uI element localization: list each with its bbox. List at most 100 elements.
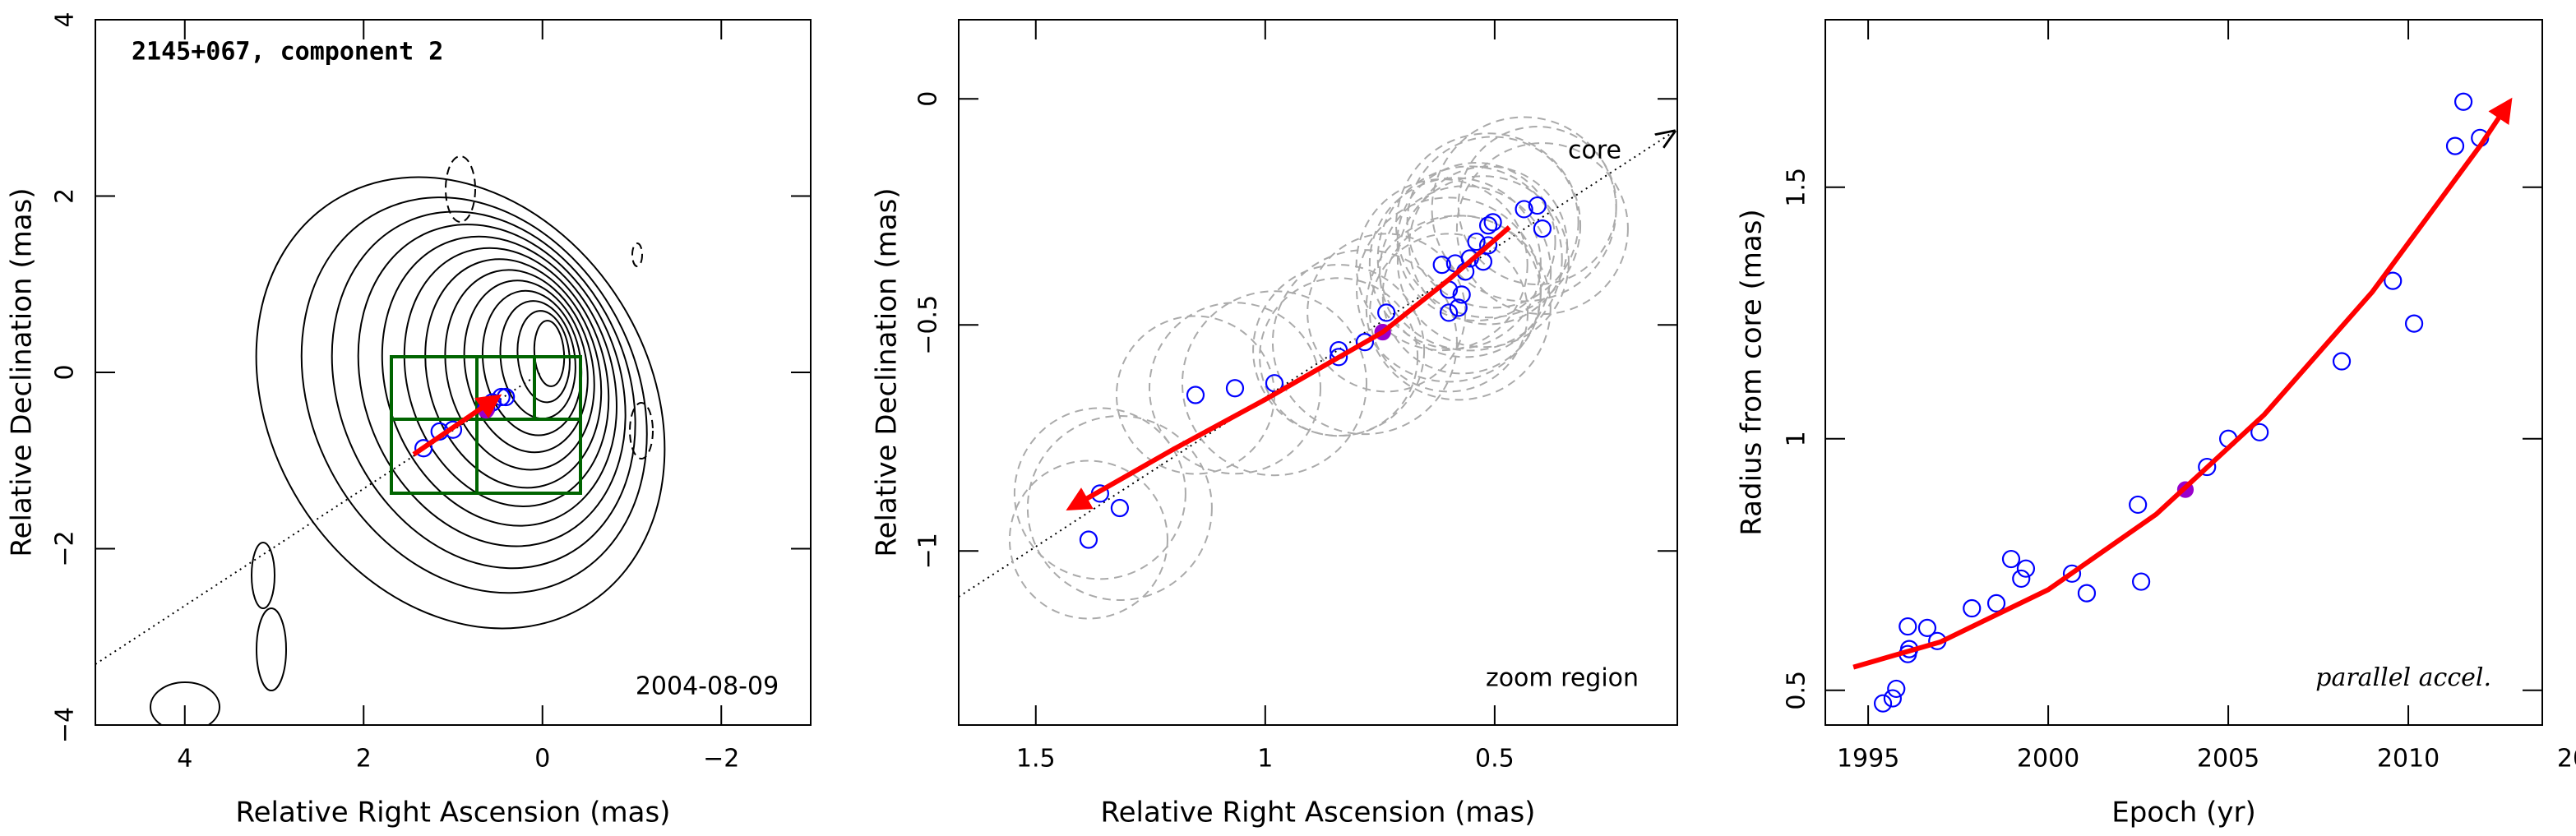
data-point <box>2384 271 2403 290</box>
annotation: core <box>1568 136 1621 165</box>
beam-circle <box>1252 264 1426 437</box>
y-axis-label: Radius from core (mas) <box>1736 209 1769 535</box>
fit-arrow <box>1852 97 2513 670</box>
data-point <box>1439 303 1459 322</box>
plot-area <box>1008 116 1629 620</box>
contour <box>516 310 571 404</box>
contour <box>357 224 627 547</box>
data-point <box>2077 584 2097 603</box>
x-tick-label: 2010 <box>2377 745 2440 774</box>
data-point <box>443 420 463 439</box>
contour <box>445 155 476 223</box>
x-axis-label: Epoch (yr) <box>2111 797 2256 829</box>
data-point <box>1533 219 1552 238</box>
data-point <box>1452 285 1471 304</box>
data-point <box>1963 598 1982 618</box>
beam-circle <box>1013 407 1186 580</box>
data-point <box>2198 457 2217 477</box>
x-tick-label: 2 <box>356 745 372 774</box>
y-axis-label: Relative Declination (mas) <box>871 187 904 557</box>
contour <box>150 681 220 725</box>
data-point <box>2012 569 2031 589</box>
data-point <box>2445 136 2465 155</box>
x-tick-label: 0 <box>534 745 550 774</box>
y-tick-label: 1 <box>1783 431 1811 446</box>
fit-arrow <box>412 394 502 457</box>
data-point <box>1483 213 1502 232</box>
data-point <box>2404 314 2424 333</box>
y-tick-label: 0 <box>51 364 80 380</box>
y-tick-label: −4 <box>51 707 80 743</box>
x-tick-label: 2000 <box>2017 745 2079 774</box>
beam-circle <box>1376 165 1563 352</box>
contour <box>403 247 610 508</box>
contour <box>631 242 643 267</box>
data-point <box>1873 694 1893 713</box>
data-point <box>1460 249 1479 268</box>
beam-circle <box>1369 233 1529 393</box>
beam-circle <box>1148 302 1321 475</box>
core-direction <box>959 132 1674 598</box>
beam-circle <box>1406 136 1579 309</box>
beam-circle <box>1181 290 1367 477</box>
data-point <box>1478 236 1498 255</box>
data-point <box>1917 618 1937 637</box>
contours <box>150 155 666 725</box>
data-point <box>1432 256 1451 275</box>
data-point <box>1377 303 1396 322</box>
contour <box>251 542 275 609</box>
data-point <box>1355 333 1375 352</box>
data-point <box>1515 200 1533 219</box>
beam-circle <box>1396 175 1570 349</box>
y-tick-label: −1 <box>914 533 943 569</box>
model-grid <box>390 355 582 495</box>
frame <box>1824 19 2543 726</box>
x-tick-label: 1995 <box>1837 745 1899 774</box>
contour <box>300 196 648 594</box>
data-point <box>2332 352 2352 371</box>
beam-circle <box>1379 185 1552 358</box>
y-tick-label: −0.5 <box>914 295 943 355</box>
x-axis-label: Relative Right Ascension (mas) <box>236 797 671 829</box>
y-tick-label: 4 <box>51 12 80 27</box>
contour <box>481 289 583 436</box>
contour <box>463 279 589 454</box>
data-point <box>2129 495 2148 515</box>
data-point <box>1186 386 1205 404</box>
data-point <box>2062 564 2082 583</box>
x-tick-label: 1.5 <box>1016 745 1056 774</box>
beam-circle <box>1455 142 1629 316</box>
data-point <box>2016 559 2036 578</box>
data-point <box>1528 196 1547 215</box>
beam-circle <box>1259 277 1419 437</box>
contour <box>424 258 603 489</box>
data-point <box>2453 92 2473 111</box>
x-tick-label: −2 <box>703 745 739 774</box>
x-tick-label: 1 <box>1257 745 1273 774</box>
x-tick-label: 2005 <box>2197 745 2259 774</box>
y-tick-label: 0 <box>914 91 943 107</box>
annotation: 2004-08-09 <box>636 672 779 701</box>
contour <box>444 269 595 471</box>
y-axis-label: Relative Declination (mas) <box>6 187 39 557</box>
data-point <box>1110 498 1129 518</box>
annotation: parallel accel. <box>2315 663 2491 692</box>
beam-circle <box>1408 165 1569 326</box>
beam-circle <box>1115 315 1275 475</box>
beam-circle <box>1381 215 1542 375</box>
beam-circle <box>1008 460 1168 620</box>
contour <box>629 402 654 460</box>
data-point <box>414 439 433 458</box>
x-axis-label: Relative Right Ascension (mas) <box>1101 797 1536 829</box>
data-point <box>1473 252 1493 271</box>
beam-circle <box>1355 178 1528 352</box>
data-point <box>2001 549 2021 569</box>
y-tick-label: −2 <box>51 530 80 566</box>
panel-title: 2145+067, component 2 <box>132 38 443 67</box>
y-tick-label: 1.5 <box>1783 168 1811 207</box>
data-point <box>1986 594 2006 613</box>
data-point <box>2132 572 2151 591</box>
plot-area <box>412 387 516 458</box>
contour <box>256 607 287 691</box>
